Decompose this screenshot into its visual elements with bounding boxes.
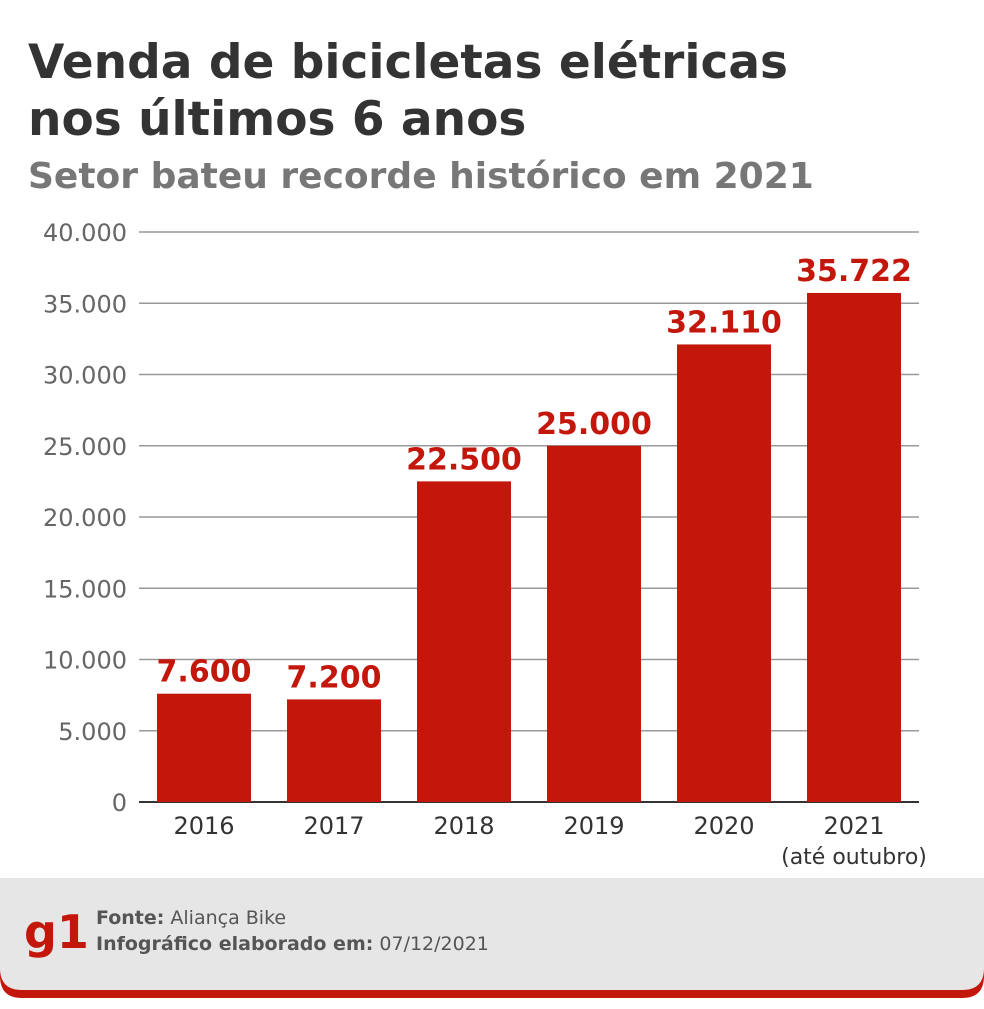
date-label: Infográfico elaborado em:	[96, 933, 373, 955]
footer-border	[0, 968, 984, 998]
x-tick-sublabel: (até outubro)	[781, 845, 927, 870]
x-tick-label: 2016	[173, 812, 234, 840]
y-tick-label: 10.000	[43, 647, 127, 675]
source-text: Aliança Bike	[170, 907, 286, 929]
y-tick-label: 40.000	[43, 219, 127, 247]
x-tick-label: 2017	[303, 812, 364, 840]
chart-title: nos últimos 6 anos	[28, 92, 526, 147]
chart-subtitle: Setor bateu recorde histórico em 2021	[28, 156, 814, 197]
x-tick-label: 2021	[823, 812, 884, 840]
bar	[157, 693, 251, 802]
y-tick-label: 35.000	[43, 290, 127, 318]
value-label: 32.110	[666, 305, 782, 340]
chart-title: Venda de bicicletas elétricas	[28, 35, 788, 90]
bar	[807, 292, 901, 802]
value-label: 22.500	[406, 442, 522, 477]
y-tick-label: 30.000	[43, 362, 127, 390]
x-tick-label: 2018	[433, 812, 494, 840]
value-label: 35.722	[796, 254, 912, 289]
y-tick-label: 0	[112, 789, 127, 817]
y-tick-label: 20.000	[43, 504, 127, 532]
date: Infográfico elaborado em: 07/12/2021	[96, 933, 489, 955]
bar	[677, 344, 771, 802]
source: Fonte: Aliança Bike	[96, 907, 286, 929]
y-tick-label: 25.000	[43, 433, 127, 461]
bar	[547, 445, 641, 802]
plot: 0 5.000 10.000 15.000 20.000 25.000 30.000 35.0…	[43, 219, 927, 870]
y-tick-label: 5.000	[58, 718, 127, 746]
value-label: 25.000	[536, 407, 652, 442]
x-tick-label: 2020	[693, 812, 754, 840]
bar	[287, 699, 381, 802]
date-text: 07/12/2021	[379, 933, 489, 955]
source-label: Fonte:	[96, 907, 164, 929]
value-label: 7.600	[157, 655, 252, 690]
bar	[417, 481, 511, 802]
y-tick-label: 15.000	[43, 575, 127, 603]
footer-bg	[0, 878, 984, 990]
logo: g1	[24, 905, 89, 959]
x-tick-label: 2019	[563, 812, 624, 840]
value-label: 7.200	[287, 660, 382, 695]
